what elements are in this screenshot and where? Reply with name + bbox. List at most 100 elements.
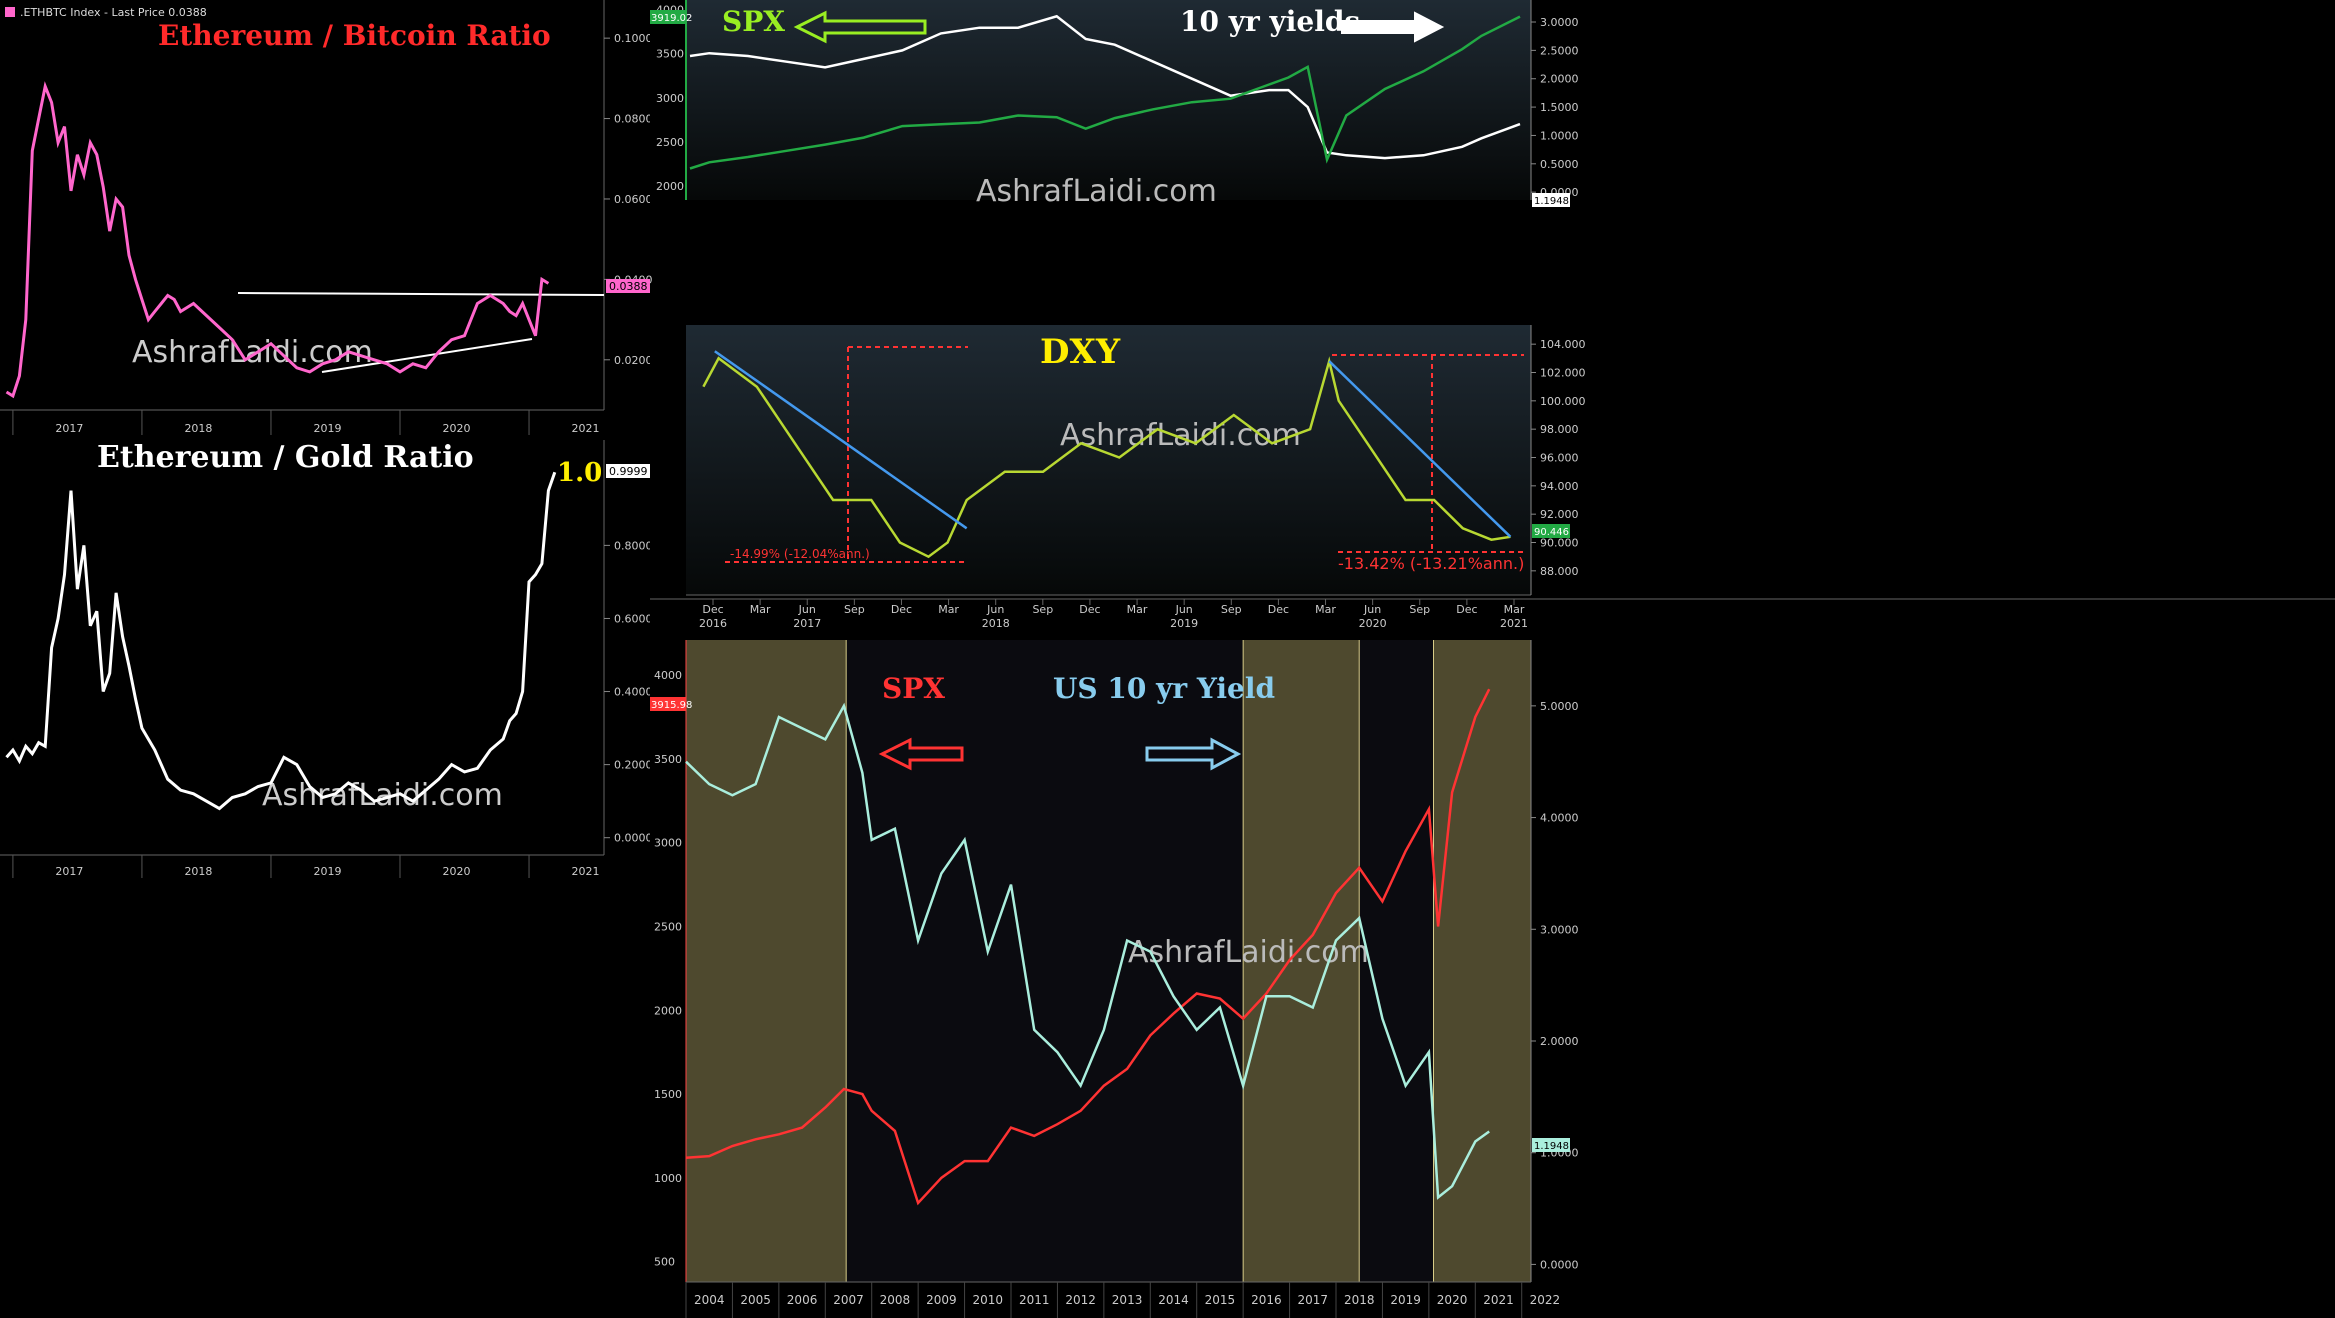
right-tick-label: 104.000 — [1540, 338, 1586, 351]
right-tick-label: 98.000 — [1540, 423, 1579, 436]
highlight-band — [686, 640, 847, 1282]
left-series-label: SPX — [882, 672, 945, 705]
left-tick-label: 2500 — [656, 136, 684, 149]
left-tick-label: 3500 — [654, 753, 682, 766]
series-line — [685, 688, 1491, 1206]
y-tick-label: 0.0600 — [614, 193, 653, 206]
right-last-label: 1.1948 — [1534, 196, 1569, 207]
left-last-label: 3919.02 — [651, 13, 692, 24]
x-tick-label: 2020 — [443, 422, 471, 435]
y-tick-label: 0.0200 — [614, 354, 653, 367]
right-arrow-icon — [1341, 11, 1445, 43]
x-tick-label: 2005 — [740, 1293, 771, 1307]
x-tick-label: 2007 — [833, 1293, 864, 1307]
right-tick-label: 96.000 — [1540, 452, 1579, 465]
eth-gold-series-line — [5, 471, 557, 811]
x-tick-label: 2018 — [184, 865, 212, 878]
right-tick-label: 5.0000 — [1540, 700, 1579, 713]
spx-yields-svg: SPX 10 yr yields AshrafLaidi.com 4000350… — [650, 0, 2335, 210]
year-label: 2018 — [982, 617, 1010, 630]
right-tick-label: 2.0000 — [1540, 73, 1579, 86]
x-tick-label: Jun — [798, 603, 816, 616]
left-tick-label: 500 — [654, 1256, 675, 1269]
right-tick-label: 102.000 — [1540, 367, 1586, 380]
left-tick-label: 4000 — [654, 669, 682, 682]
left-series-label: SPX — [722, 5, 785, 38]
decline-annotation-2: -13.42% (-13.21%ann.) — [1338, 554, 1524, 573]
eth-btc-chart: .ETHBTC Index - Last Price 0.0388 Ethere… — [0, 0, 675, 440]
series-line — [689, 15, 1521, 170]
series-line — [685, 702, 1490, 1200]
right-last-badge — [1532, 1138, 1570, 1152]
x-tick-label: 2019 — [313, 422, 341, 435]
x-tick-label: Mar — [1127, 603, 1148, 616]
x-tick-label: Jun — [1363, 603, 1381, 616]
y-tick-label: 0.0800 — [614, 113, 653, 126]
right-tick-label: 4.0000 — [1540, 812, 1579, 825]
highlight-band — [1433, 640, 1531, 1282]
last-label: 90.446 — [1534, 527, 1569, 538]
dxy-chart: DXY AshrafLaidi.com -14.99% (-12.04%ann.… — [650, 315, 2335, 640]
x-tick-label: 2013 — [1112, 1293, 1143, 1307]
trendline — [714, 350, 968, 530]
watermark: AshrafLaidi.com — [262, 778, 503, 813]
chart-title: Ethereum / Gold Ratio — [97, 440, 474, 475]
x-tick-label: 2017 — [55, 422, 83, 435]
chart-title: Ethereum / Bitcoin Ratio — [158, 19, 551, 52]
year-label: 2017 — [793, 617, 821, 630]
x-tick-label: 2010 — [973, 1293, 1004, 1307]
highlight-band — [1243, 640, 1360, 1282]
dxy-series-line — [702, 356, 1511, 559]
x-tick-label: 2004 — [694, 1293, 725, 1307]
x-tick-label: Dec — [1456, 603, 1477, 616]
last-price-label: 0.9999 — [609, 465, 648, 478]
year-label: 2020 — [1359, 617, 1387, 630]
spx-us10y-svg: SPX US 10 yr Yield AshrafLaidi.com 40003… — [650, 640, 2335, 1318]
x-tick-label: 2014 — [1158, 1293, 1189, 1307]
decline-annotation-1: -14.99% (-12.04%ann.) — [730, 547, 870, 561]
x-tick-label: Dec — [1079, 603, 1100, 616]
x-tick-label: 2016 — [1251, 1293, 1282, 1307]
right-tick-label: 2.5000 — [1540, 44, 1579, 57]
right-arrow-icon — [1145, 737, 1242, 771]
spx-yields-chart: SPX 10 yr yields AshrafLaidi.com 4000 350… — [650, 0, 2335, 210]
right-tick-label: 0.0000 — [1540, 1258, 1579, 1271]
y-tick-label: 0.6000 — [614, 612, 653, 625]
left-last-label: 3915.98 — [651, 700, 692, 711]
x-tick-label: Mar — [1315, 603, 1336, 616]
x-tick-label: Sep — [1221, 603, 1242, 616]
x-tick-label: Sep — [844, 603, 865, 616]
x-tick-label: Mar — [1504, 603, 1525, 616]
x-tick-label: 2021 — [572, 422, 600, 435]
left-tick-label: 3000 — [654, 837, 682, 850]
right-tick-label: 1.0000 — [1540, 129, 1579, 142]
left-last-badge — [650, 10, 686, 24]
x-tick-label: Dec — [702, 603, 723, 616]
x-tick-label: 2017 — [1298, 1293, 1329, 1307]
right-series-label: US 10 yr Yield — [1053, 672, 1275, 705]
x-tick-label: Dec — [891, 603, 912, 616]
x-tick-label: 2017 — [55, 865, 83, 878]
x-tick-label: 2008 — [880, 1293, 911, 1307]
x-tick-label: Sep — [1032, 603, 1053, 616]
trendline — [1328, 360, 1512, 538]
right-tick-label: 3.0000 — [1540, 923, 1579, 936]
x-tick-label: Dec — [1268, 603, 1289, 616]
right-tick-label: 92.000 — [1540, 508, 1579, 521]
series-line — [689, 14, 1521, 160]
left-tick-label: 3000 — [656, 92, 684, 105]
watermark: AshrafLaidi.com — [976, 174, 1217, 209]
last-price-badge — [606, 279, 650, 293]
left-tick-label: 2000 — [654, 1004, 682, 1017]
chart-title: DXY — [1040, 332, 1121, 372]
year-label: 2019 — [1170, 617, 1198, 630]
legend-swatch — [5, 7, 15, 17]
x-tick-label: Jun — [1175, 603, 1193, 616]
chart-header: .ETHBTC Index - Last Price 0.0388 — [20, 6, 207, 19]
end-value-label: 1.0 — [557, 458, 602, 488]
x-tick-label: Mar — [750, 603, 771, 616]
left-tick-label: 1500 — [654, 1088, 682, 1101]
x-tick-label: 2022 — [1530, 1293, 1561, 1307]
right-series-label: 10 yr yields — [1180, 5, 1360, 38]
watermark: AshrafLaidi.com — [132, 335, 373, 370]
